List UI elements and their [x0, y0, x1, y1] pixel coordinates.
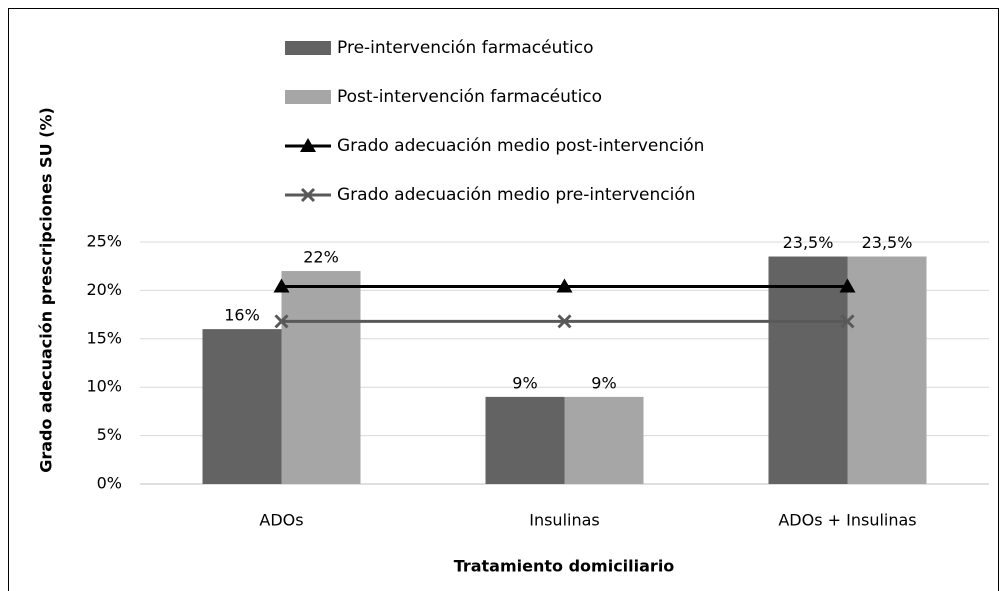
- line-marker: [557, 314, 572, 329]
- y-tick-label: 15%: [86, 328, 122, 347]
- line-marker: [274, 314, 289, 329]
- x-tick-label: Insulinas: [529, 511, 600, 530]
- legend-label: Post-intervención farmacéutico: [337, 87, 602, 107]
- legend-marker: [300, 138, 316, 152]
- data-label: 23,5%: [862, 233, 913, 252]
- bar: [202, 329, 282, 484]
- data-label: 9%: [591, 373, 616, 392]
- data-label: 16%: [224, 306, 260, 325]
- bar: [768, 256, 848, 484]
- line-marker: [273, 278, 290, 293]
- y-tick-label: 10%: [86, 377, 122, 396]
- legend-marker: [300, 187, 316, 203]
- legend-label: Grado adecuación medio pre-intervención: [337, 185, 696, 205]
- y-tick-label: 20%: [86, 280, 122, 299]
- legend-swatch: [285, 90, 331, 104]
- line-marker: [840, 314, 855, 329]
- y-tick-label: 5%: [97, 425, 122, 444]
- x-tick-label: ADOs: [259, 511, 303, 530]
- data-label: 9%: [512, 373, 537, 392]
- frame: [8, 8, 999, 591]
- line-marker: [556, 278, 573, 293]
- y-tick-label: 0%: [97, 474, 122, 493]
- data-label: 23,5%: [783, 233, 834, 252]
- x-axis-title: Tratamiento domiciliario: [454, 557, 675, 576]
- data-label: 22%: [303, 248, 339, 267]
- line-marker: [839, 278, 856, 293]
- legend-swatch: [285, 41, 331, 55]
- legend-label: Grado adecuación medio post-intervención: [337, 136, 704, 156]
- bar: [485, 396, 565, 484]
- y-axis-title: Grado adecuación prescripciones SU (%): [37, 107, 56, 473]
- y-tick-label: 25%: [86, 232, 122, 251]
- legend-label: Pre-intervención farmacéutico: [337, 38, 594, 58]
- bar: [564, 396, 644, 484]
- bar: [281, 271, 361, 484]
- x-tick-label: ADOs + Insulinas: [778, 511, 916, 530]
- bar: [847, 256, 927, 484]
